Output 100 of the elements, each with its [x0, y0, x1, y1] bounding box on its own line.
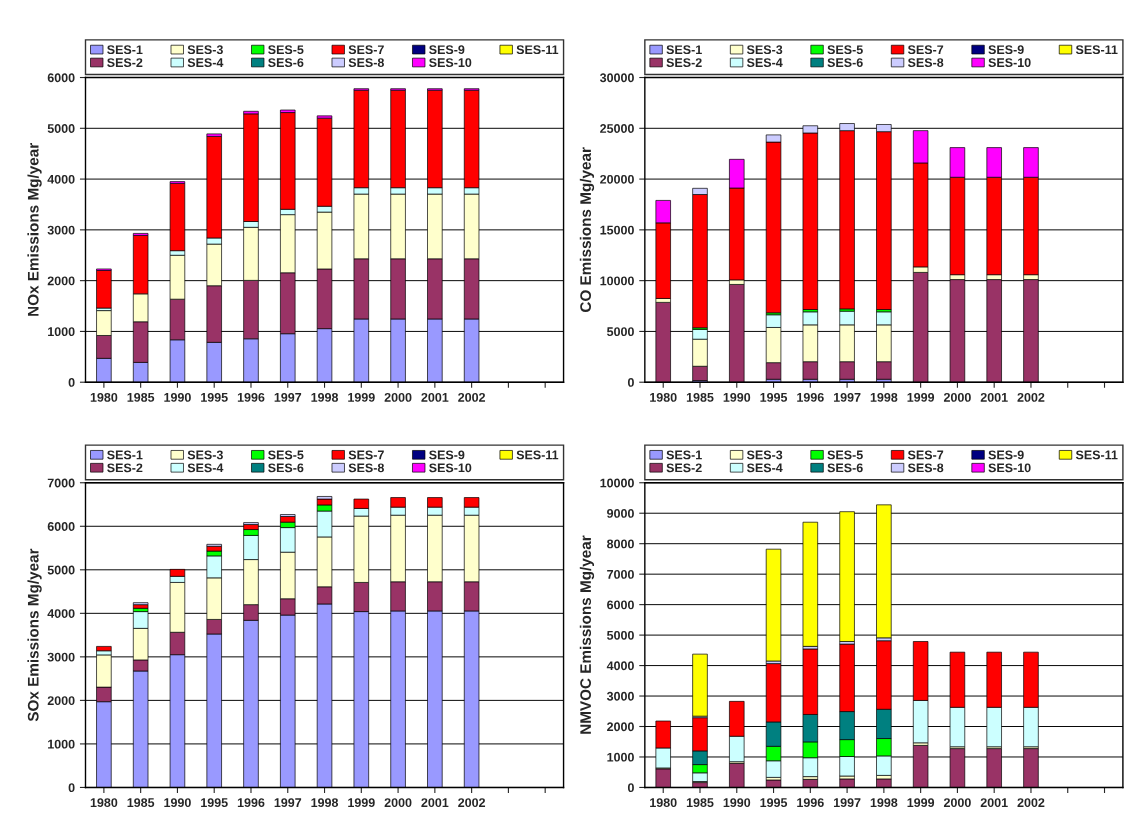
x-tick-label: 1985	[127, 798, 155, 808]
x-tick-label: 1995	[760, 798, 788, 808]
y-axis-title: CO Emissions Mg/year	[579, 147, 595, 313]
legend-label: SES-1	[666, 450, 702, 460]
x-tick-label: 1990	[164, 392, 191, 402]
legend-label: SES-7	[348, 450, 384, 460]
legend-label: SES-9	[429, 45, 465, 55]
legend-label: SES-4	[187, 58, 224, 67]
legend-label: SES-1	[666, 45, 702, 55]
x-tick-label: 2001	[980, 798, 1008, 808]
x-tick-label: 2000	[384, 798, 412, 808]
legend-label: SES-8	[348, 58, 384, 67]
y-tick-label: 4000	[47, 609, 75, 618]
legend-label: SES-2	[666, 58, 702, 67]
x-tick-label: 2002	[458, 392, 486, 402]
x-tick-label: 1985	[127, 392, 155, 402]
x-tick-label: 2002	[1017, 798, 1045, 808]
legend-label: SES-2	[107, 58, 143, 67]
x-tick-label: 1990	[164, 798, 191, 808]
x-tick-label: 1985	[686, 798, 714, 808]
x-tick-label: 1999	[348, 798, 375, 808]
y-tick-label: 5000	[47, 124, 75, 133]
x-tick-label: 1998	[870, 798, 898, 808]
y-tick-label: 0	[68, 378, 75, 387]
legend-label: SES-4	[746, 58, 783, 67]
x-tick-label: 1997	[274, 392, 302, 402]
y-tick-label: 2000	[47, 276, 75, 286]
y-tick-label: 2000	[47, 696, 75, 706]
legend-label: SES-5	[827, 450, 863, 460]
y-tick-label: 20000	[600, 174, 634, 184]
x-tick-label: 1995	[760, 392, 788, 402]
x-tick-label: 1980	[650, 798, 677, 808]
y-tick-label: 5000	[47, 565, 75, 575]
x-tick-label: 1996	[797, 798, 824, 808]
legend-label: SES-8	[907, 463, 944, 473]
y-tick-label: 8000	[607, 539, 634, 549]
x-tick-label: 1998	[870, 392, 898, 402]
x-tick-label: 1997	[833, 392, 861, 402]
legend-label: SES-9	[429, 450, 465, 460]
y-tick-label: 1000	[48, 327, 75, 337]
y-axis-title: SOx Emissions Mg/year	[27, 548, 42, 722]
legend-label: SES-6	[827, 463, 863, 473]
legend-label: SES-6	[268, 58, 304, 67]
x-tick-label: 1995	[201, 798, 228, 808]
y-tick-label: 0	[68, 783, 75, 793]
legend-label: SES-4	[187, 463, 224, 473]
legend-label: SES-2	[666, 463, 702, 473]
y-tick-label: 7000	[607, 569, 634, 579]
legend-label: SES-1	[107, 45, 143, 55]
x-tick-label: 1998	[311, 798, 339, 808]
x-tick-label: 1999	[348, 392, 375, 402]
legend-label: SES-11	[1075, 45, 1118, 55]
y-tick-label: 6000	[47, 522, 75, 531]
y-tick-label: 9000	[607, 509, 634, 518]
legend-label: SES-10	[429, 463, 472, 473]
x-tick-label: 1997	[274, 798, 302, 808]
legend-label: SES-7	[348, 45, 384, 55]
y-tick-label: 10000	[600, 276, 634, 286]
x-tick-label: 1980	[90, 392, 118, 402]
legend-label: SES-10	[988, 463, 1031, 473]
y-tick-label: 2000	[607, 722, 634, 732]
legend-label: SES-5	[268, 45, 304, 55]
y-tick-label: 10000	[600, 478, 634, 488]
legend-label: SES-8	[348, 463, 384, 473]
y-tick-label: 15000	[600, 225, 634, 235]
legend-label: SES-2	[107, 463, 143, 473]
y-tick-label: 30000	[599, 73, 634, 83]
legend-label: SES-3	[746, 450, 783, 460]
y-tick-label: 1000	[607, 752, 634, 762]
x-tick-label: 1999	[907, 392, 935, 402]
legend-label: SES-5	[268, 450, 304, 460]
legend-label: SES-11	[1075, 450, 1118, 460]
x-tick-label: 2001	[421, 798, 449, 808]
legend-label: SES-11	[516, 450, 559, 460]
legend-label: SES-9	[988, 45, 1024, 55]
legend-label: SES-10	[988, 58, 1031, 67]
y-tick-label: 4000	[606, 661, 634, 671]
y-tick-label: 3000	[47, 652, 75, 662]
y-tick-label: 6000	[47, 73, 75, 83]
x-tick-label: 2000	[384, 392, 412, 402]
legend-label: SES-8	[907, 58, 944, 67]
legend-label: SES-10	[429, 58, 472, 67]
y-tick-label: 1000	[48, 739, 75, 749]
y-axis-title: NOx Emissions Mg/year	[27, 143, 42, 316]
y-tick-label: 5000	[607, 630, 634, 640]
y-tick-label: 0	[627, 378, 634, 387]
x-tick-label: 2002	[458, 798, 486, 808]
y-axis-title: NMVOC Emissions Mg/year	[579, 535, 595, 734]
x-tick-label: 1996	[237, 798, 265, 808]
legend-label: SES-7	[907, 45, 944, 55]
legend-label: SES-3	[187, 450, 223, 460]
y-tick-label: 3000	[606, 691, 634, 701]
x-tick-label: 1995	[201, 392, 228, 402]
y-tick-label: 0	[627, 783, 634, 793]
legend-label: SES-4	[746, 463, 783, 473]
y-tick-label: 5000	[607, 327, 634, 337]
x-tick-label: 1980	[650, 392, 677, 402]
y-tick-label: 25000	[600, 124, 634, 133]
x-tick-label: 1999	[907, 798, 935, 808]
x-tick-label: 1997	[833, 798, 861, 808]
